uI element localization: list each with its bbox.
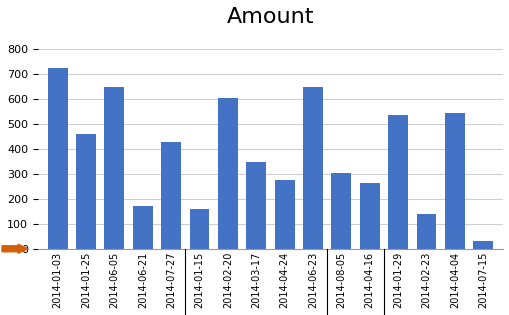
Bar — [189, 209, 209, 249]
Bar — [217, 98, 237, 249]
Bar — [132, 206, 152, 249]
Bar — [104, 87, 124, 249]
Bar — [444, 113, 464, 249]
Bar — [246, 162, 266, 249]
Bar — [48, 68, 68, 249]
Bar — [161, 141, 181, 249]
Bar — [331, 173, 351, 249]
Bar — [274, 180, 294, 249]
Bar — [302, 87, 322, 249]
Bar — [387, 115, 407, 249]
Bar — [472, 241, 492, 249]
Bar — [416, 214, 436, 249]
Title: Amount: Amount — [226, 7, 314, 27]
Bar — [76, 134, 96, 249]
Bar — [359, 183, 379, 249]
